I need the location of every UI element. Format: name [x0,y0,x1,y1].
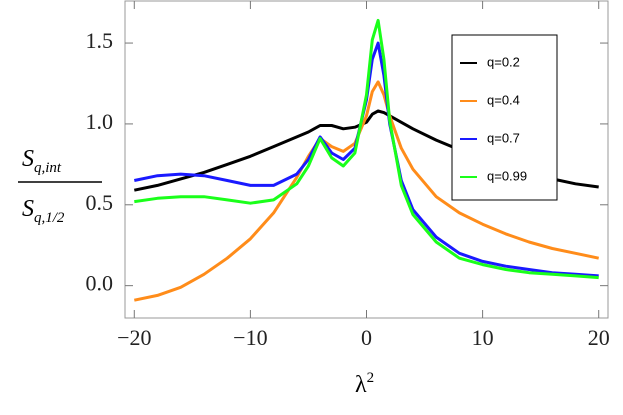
x-label-sup: 2 [367,370,375,386]
x-label-base: λ [355,372,367,398]
x-tick-label: 20 [588,325,610,350]
x-tick-label: −10 [233,325,267,350]
x-tick-label: −20 [117,325,151,350]
y-label-num: Sq,int [22,146,62,176]
y-tick-label: 0.5 [86,190,114,215]
series-line [134,18,599,280]
legend-label: q=0.2 [487,54,520,69]
y-tick-label: 1.0 [86,109,114,134]
y-den-base: S [22,196,34,222]
y-label-den: Sq,1/2 [22,196,65,226]
y-axis-label: Sq,int Sq,1/2 [18,146,102,226]
legend-label: q=0.4 [487,92,520,107]
x-axis-label: λ2 [355,370,374,398]
legend-label: q=0.7 [487,130,520,145]
series-line [133,80,600,302]
x-tick-label: 0 [361,325,372,350]
legend-label: q=0.99 [487,168,527,183]
y-num-base: S [22,146,34,172]
y-num-sub: q,int [34,160,62,176]
y-tick-label: 1.5 [86,28,114,53]
y-den-sub: q,1/2 [34,210,65,226]
y-tick-label: 0.0 [86,271,114,296]
x-tick-label: 10 [472,325,494,350]
